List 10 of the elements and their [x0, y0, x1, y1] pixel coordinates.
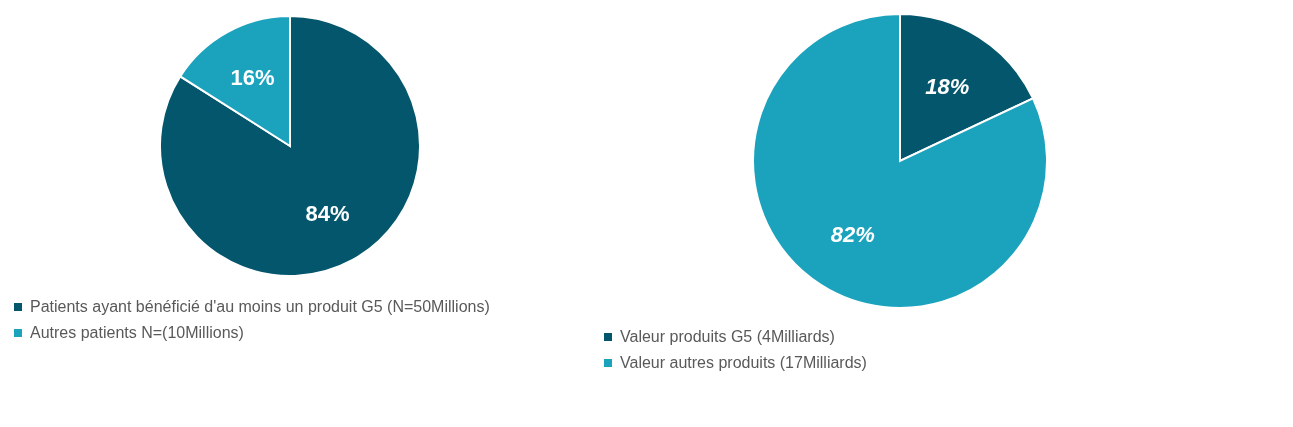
data-label: 82% [830, 222, 875, 248]
legend-label: Autres patients N=(10Millions) [30, 324, 244, 341]
data-label: 16% [230, 64, 275, 90]
data-label: 84% [305, 201, 350, 227]
legend-label: Patients ayant bénéficié d'au moins un produit G5 (N=50Millions) [30, 298, 490, 315]
legend-label: Valeur produits G5 (4Milliards) [620, 328, 835, 345]
legend-label: Valeur autres produits (17Milliards) [620, 354, 867, 371]
pie-slice [159, 15, 421, 277]
data-label: 18% [925, 73, 970, 99]
pie-slice [752, 13, 1048, 309]
